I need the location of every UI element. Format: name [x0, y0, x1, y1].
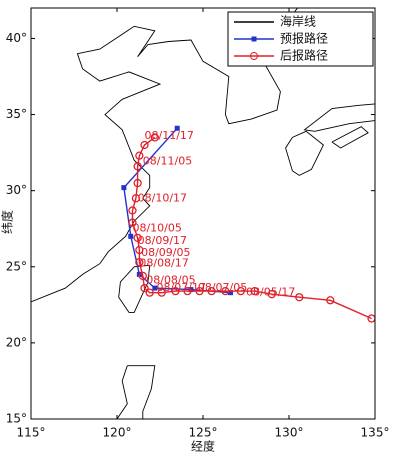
- track-point: [295, 293, 304, 302]
- legend-label: 预报路径: [280, 31, 328, 46]
- track-point: [174, 125, 180, 131]
- track-point: [133, 162, 142, 171]
- x-tick-label: 135°: [361, 426, 390, 440]
- track-point: [228, 290, 234, 296]
- legend-label: 后报路径: [280, 48, 328, 63]
- x-tick-label: 115°: [17, 426, 46, 440]
- track-point: [152, 285, 158, 291]
- track-point: [133, 233, 142, 243]
- track-point: [135, 258, 144, 267]
- y-tick-label: 35°: [6, 107, 27, 121]
- track-point: [121, 185, 127, 191]
- annotation: 08/11/05: [143, 155, 192, 168]
- coastline: [31, 8, 375, 419]
- annotation: 08/10/17: [138, 191, 187, 204]
- annotation: 08/08/05: [146, 273, 195, 286]
- track-point: [157, 288, 166, 297]
- track-point: [128, 206, 137, 215]
- y-tick-label: 15°: [6, 412, 27, 426]
- track-point: [236, 286, 245, 296]
- x-axis-label: 经度: [191, 439, 215, 454]
- track-point: [195, 286, 204, 296]
- track-point: [183, 286, 192, 296]
- annotation: 08/08/17: [139, 257, 188, 270]
- y-tick-label: 30°: [6, 183, 27, 197]
- y-axis-label: 纬度: [0, 210, 15, 234]
- track-point: [367, 314, 375, 323]
- track-point: [250, 286, 259, 296]
- track-point: [207, 286, 216, 296]
- annotation: 08/09/17: [138, 234, 187, 247]
- legend-label: 海岸线: [280, 14, 316, 29]
- track-point: [135, 245, 144, 255]
- plot-area: [31, 8, 375, 419]
- track-point: [267, 290, 276, 299]
- plot-content: 08/11/17 08/11/05 08/10/17 08/10/0508/09/17…: [31, 8, 375, 419]
- legend-marker: [250, 52, 258, 60]
- annotation: 08/05/17: [246, 286, 295, 299]
- track-point: [133, 178, 142, 188]
- track-point: [221, 286, 230, 296]
- track-point: [131, 194, 141, 203]
- legend-marker: [251, 36, 257, 42]
- track-point: [128, 218, 137, 227]
- track-point: [128, 233, 134, 239]
- track-point: [150, 133, 159, 142]
- track-point: [171, 286, 180, 296]
- annotation: 08/09/05: [141, 246, 190, 259]
- track-point: [140, 140, 149, 150]
- track-point: [140, 283, 149, 293]
- track-point: [138, 271, 147, 281]
- track-point: [326, 296, 335, 305]
- x-tick-label: 130°: [275, 426, 304, 440]
- annotation: 08/07/17: [157, 281, 206, 294]
- annotation: 08/10/05: [132, 222, 181, 235]
- annotation: 08/11/17: [145, 129, 194, 142]
- track-point: [145, 288, 154, 297]
- annotation: 08/07/05: [198, 281, 247, 294]
- y-tick-label: 40°: [6, 31, 27, 45]
- y-tick-label: 25°: [6, 259, 27, 273]
- y-tick-label: 20°: [6, 335, 27, 349]
- plot-frame: [30, 7, 376, 420]
- track-point: [135, 151, 144, 160]
- x-tick-label: 120°: [103, 426, 132, 440]
- x-tick-label: 125°: [189, 426, 218, 440]
